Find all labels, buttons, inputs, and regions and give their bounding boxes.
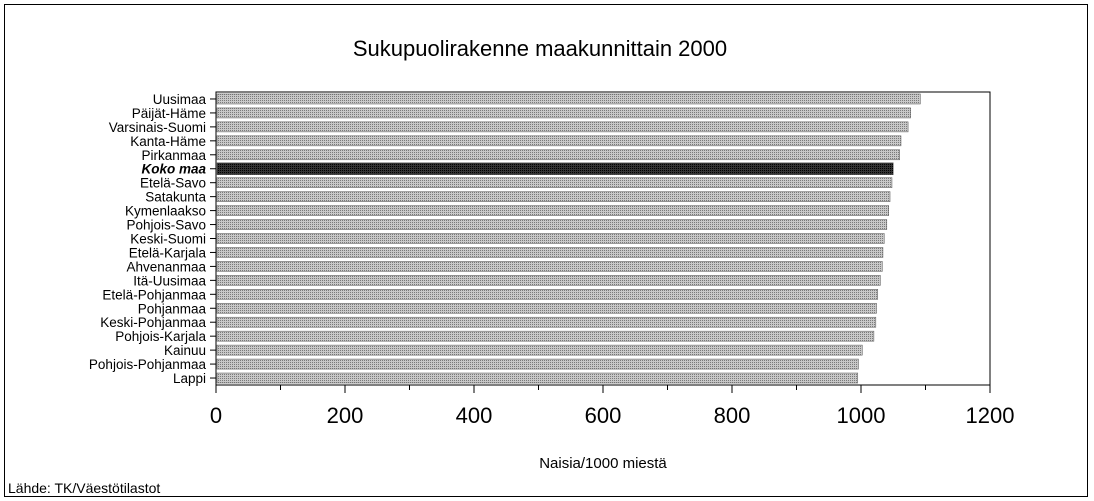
- category-label: Koko maa: [141, 162, 206, 177]
- x-axis-label: Naisia/1000 miestä: [539, 455, 667, 472]
- category-label: Keski-Pohjanmaa: [100, 315, 206, 330]
- bar-it-uusimaa: [216, 275, 881, 286]
- source-note: Lähde: TK/Väestötilastot: [8, 480, 161, 496]
- bar-pirkanmaa: [216, 149, 900, 161]
- x-tick-label: 600: [585, 403, 622, 428]
- category-label: Etelä-Pohjanmaa: [102, 287, 206, 302]
- category-label: Uusimaa: [153, 92, 207, 107]
- category-label: Pohjanmaa: [138, 301, 207, 316]
- bar-pohjanmaa: [216, 302, 877, 314]
- category-label: Päijät-Häme: [132, 106, 206, 121]
- chart-title: Sukupuolirakenne maakunnittain 2000: [353, 36, 727, 61]
- bar-uusimaa: [216, 93, 921, 105]
- x-tick-label: 1000: [837, 403, 886, 428]
- bar-satakunta: [216, 191, 891, 202]
- category-label: Ahvenanmaa: [126, 259, 206, 274]
- x-tick-label: 400: [456, 403, 493, 428]
- bar-etel-karjala: [216, 247, 884, 258]
- bar-pohjois-karjala: [216, 330, 875, 342]
- x-tick-label: 1200: [966, 403, 1015, 428]
- category-label: Pirkanmaa: [141, 148, 206, 163]
- x-tick-label: 200: [327, 403, 364, 428]
- bar-etel-pohjanmaa: [216, 289, 879, 300]
- x-tick-label: 0: [210, 403, 222, 428]
- bar-varsinais-suomi: [216, 121, 909, 133]
- category-label: Satakunta: [145, 190, 206, 205]
- category-label: Pohjois-Pohjanmaa: [89, 357, 207, 372]
- category-label: Kainuu: [164, 343, 206, 358]
- bar-pohjois-pohjanmaa: [216, 358, 859, 370]
- bar-kanta-h-me: [216, 135, 902, 147]
- bar-kymenlaakso: [216, 205, 889, 216]
- bar-keski-pohjanmaa: [216, 316, 877, 328]
- category-label: Keski-Suomi: [130, 232, 206, 247]
- category-label: Etelä-Karjala: [129, 245, 207, 260]
- category-label: Kanta-Häme: [130, 134, 206, 149]
- category-label: Pohjois-Savo: [126, 218, 206, 233]
- bar-etel-savo: [216, 177, 893, 188]
- category-label: Pohjois-Karjala: [115, 329, 206, 344]
- chart-frame: [4, 4, 1088, 497]
- bar-kainuu: [216, 344, 863, 356]
- category-label: Varsinais-Suomi: [109, 120, 206, 135]
- category-label: Itä-Uusimaa: [133, 273, 206, 288]
- bar-pohjois-savo: [216, 219, 888, 230]
- category-label: Etelä-Savo: [140, 176, 206, 191]
- category-label: Lappi: [173, 371, 206, 386]
- x-tick-label: 800: [714, 403, 751, 428]
- bar-koko-maa: [216, 162, 894, 175]
- bar-p-ij-t-h-me: [216, 107, 911, 119]
- bar-lappi: [216, 372, 859, 384]
- bar-ahvenanmaa: [216, 261, 883, 272]
- bar-keski-suomi: [216, 233, 885, 244]
- category-label: Kymenlaakso: [125, 204, 206, 219]
